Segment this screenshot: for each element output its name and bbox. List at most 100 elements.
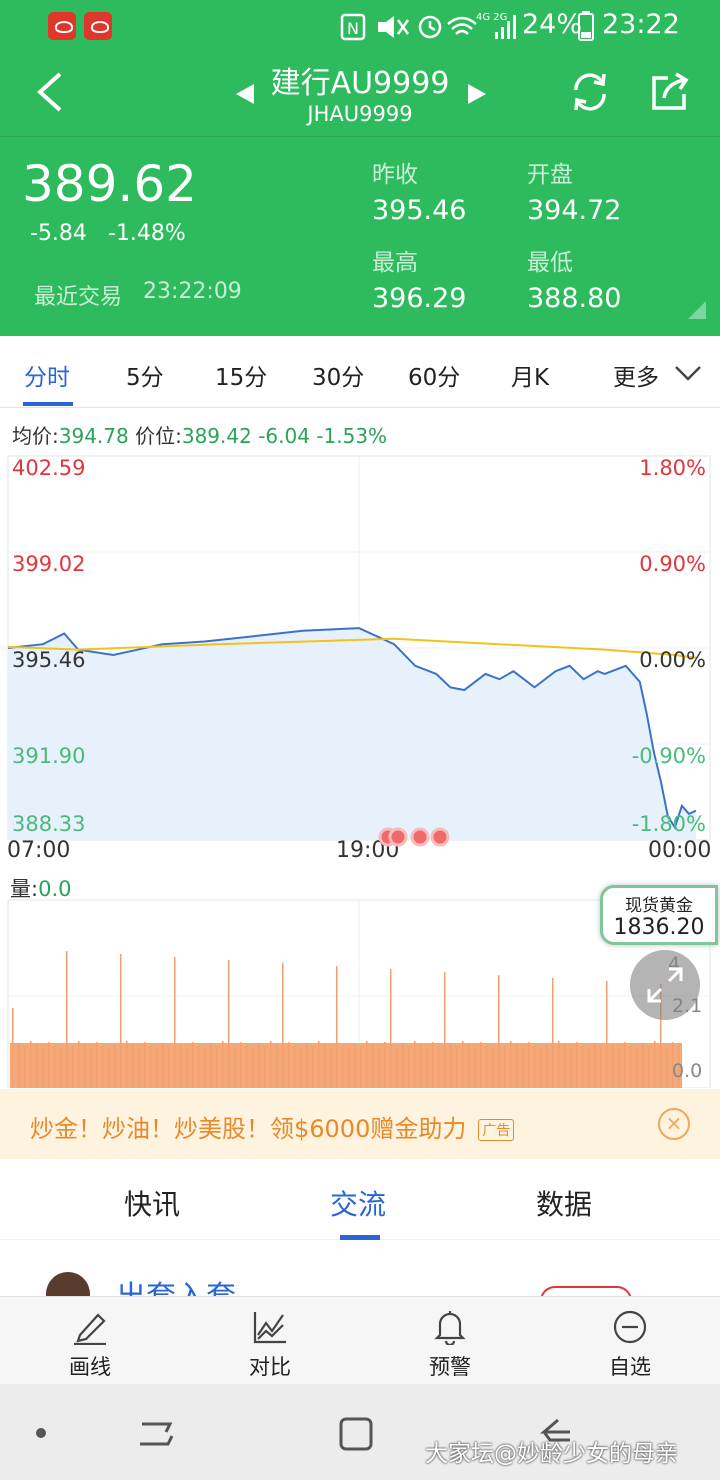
volume-bar (306, 1043, 308, 1088)
volume-bar (582, 1045, 584, 1088)
y-right-tick: -0.90% (631, 744, 706, 768)
app-notification-icon (84, 12, 112, 40)
minus-circle-icon (613, 1310, 647, 1344)
tab-monthly[interactable]: 月K (511, 365, 550, 391)
volume-bar (522, 1047, 524, 1088)
volume-bar (126, 1041, 128, 1088)
volume-bar (60, 1048, 62, 1088)
tab-data[interactable]: 数据 (536, 1188, 593, 1221)
volume-bar (678, 1045, 680, 1088)
app-notification-icon (48, 12, 76, 40)
prev-instrument-icon[interactable] (234, 82, 256, 106)
back-icon[interactable] (536, 1414, 576, 1454)
tab-60min[interactable]: 60分 (408, 365, 461, 391)
page-dots-icon[interactable] (378, 826, 450, 848)
volume-bar (510, 1041, 512, 1088)
top-bar: 建行AU9999 JHAU9999 (0, 52, 720, 136)
volume-readout: 量:0.0 (10, 873, 71, 903)
current-price: 389.62 (22, 155, 197, 213)
back-arrow-icon[interactable] (30, 70, 70, 114)
tab-timeshare[interactable]: 分时 (24, 365, 70, 391)
home-icon[interactable] (336, 1414, 376, 1454)
bell-icon (434, 1311, 466, 1345)
volume-bar (198, 1045, 200, 1088)
volume-bar (348, 1048, 350, 1088)
volume-bar (390, 969, 392, 1088)
volume-bar (114, 1043, 116, 1088)
tab-15min[interactable]: 15分 (215, 365, 268, 391)
close-icon[interactable]: × (658, 1108, 690, 1140)
tab-5min[interactable]: 5分 (126, 365, 164, 391)
chevron-down-icon[interactable] (674, 364, 702, 382)
change-value: -6.04 (258, 424, 310, 448)
volume-bar (342, 1045, 344, 1088)
volume-bar (456, 1046, 458, 1088)
volume-bar (420, 1044, 422, 1088)
price-change-percent: -1.48% (108, 221, 186, 246)
volume-bar (108, 1048, 110, 1088)
price-label: 价位: (135, 424, 182, 448)
volume-bar (588, 1048, 590, 1088)
volume-bar (90, 1047, 92, 1088)
volume-bar (432, 1042, 434, 1088)
volume-bar (48, 1042, 50, 1088)
volume-bar (564, 1044, 566, 1088)
volume-bar (174, 957, 176, 1088)
volume-bar (12, 1008, 14, 1088)
fullscreen-button[interactable] (630, 950, 700, 1020)
volume-bar (78, 1041, 80, 1088)
volume-bar (384, 1042, 386, 1088)
y-right-tick: -1.80% (631, 812, 706, 836)
watermark: 大家坛@妙龄少女的母亲 (425, 1441, 678, 1467)
dot-icon[interactable] (34, 1426, 48, 1440)
last-trade-label: 最近交易 (34, 285, 123, 310)
volume-bar (594, 1043, 596, 1088)
volume-bar (654, 1041, 656, 1088)
share-icon[interactable] (648, 70, 692, 114)
volume-bar (294, 1045, 296, 1088)
volume-bar (120, 954, 122, 1088)
ad-banner[interactable]: 炒金！炒油！炒美股！领$6000赠金助力 广告 (0, 1089, 720, 1159)
volume-bar (600, 1046, 602, 1088)
svg-text:N: N (347, 19, 359, 38)
feed-item-title[interactable]: 出套入套 (116, 1272, 236, 1296)
avatar[interactable] (46, 1272, 90, 1296)
tab-30min[interactable]: 30分 (312, 365, 365, 391)
volume-bar (264, 1046, 266, 1088)
recent-apps-icon[interactable] (136, 1414, 176, 1454)
ad-tag: 广告 (478, 1119, 515, 1141)
volume-tick: 0.0 (672, 1060, 703, 1082)
volume-bar (366, 1041, 368, 1088)
volume-bar (534, 1045, 536, 1088)
volume-bar (450, 1043, 452, 1088)
draw-line-button[interactable]: 画线 (30, 1301, 150, 1381)
volume-bar (606, 981, 608, 1088)
volume-bars-base (10, 1043, 682, 1088)
timeshare-chart[interactable]: 402.59 399.02 395.46 391.90 388.33 1.80%… (0, 448, 720, 1088)
volume-bar (162, 1043, 164, 1088)
feed-item-badge[interactable] (540, 1286, 632, 1296)
volume-bar (324, 1044, 326, 1088)
spot-gold-badge[interactable]: 现货黄金 1836.20 (600, 885, 718, 945)
next-instrument-icon[interactable] (466, 82, 488, 106)
last-trade-time: 23:22:09 (143, 279, 242, 304)
volume-bar (402, 1043, 404, 1088)
price-info-line: 均价:394.78 价位:389.42 -6.04 -1.53% (12, 420, 387, 449)
tab-news[interactable]: 快讯 (124, 1188, 181, 1221)
refresh-icon[interactable] (568, 70, 612, 114)
volume-bar (66, 951, 68, 1088)
compare-button[interactable]: 对比 (210, 1301, 330, 1381)
volume-bar (156, 1048, 158, 1088)
prev-close-label: 昨收 (372, 162, 418, 188)
tab-more[interactable]: 更多 (613, 365, 659, 391)
volume-bar (612, 1044, 614, 1088)
toolbar-label: 自选 (609, 1355, 651, 1379)
avg-label: 均价: (12, 424, 59, 448)
toolbar-label: 预警 (429, 1355, 471, 1379)
expand-corner-icon[interactable] (688, 301, 706, 319)
watchlist-button[interactable]: 自选 (570, 1301, 690, 1381)
alert-button[interactable]: 预警 (390, 1301, 510, 1381)
tab-discussion[interactable]: 交流 (330, 1188, 387, 1221)
expand-arrows-icon (647, 967, 683, 1003)
price-change: -5.84 (30, 221, 87, 246)
